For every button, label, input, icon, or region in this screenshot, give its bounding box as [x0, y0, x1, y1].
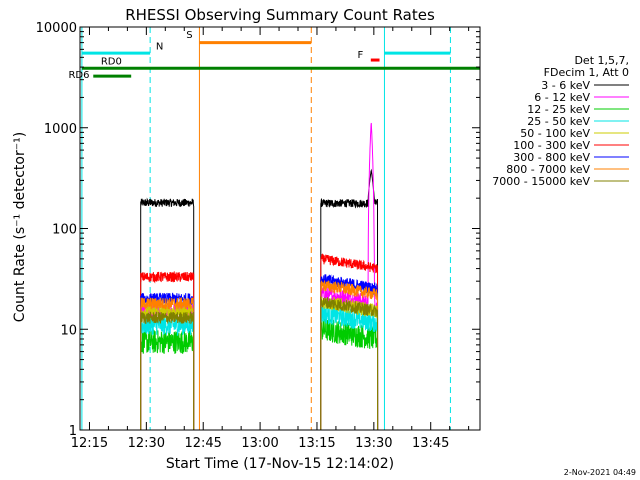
- status-label-f: F: [357, 50, 363, 61]
- legend-label-800-7000-kev: 800 - 7000 keV: [506, 163, 590, 176]
- series-line-800-7000-kev-interval-1: [140, 296, 195, 430]
- legend-label-50-100-kev: 50 - 100 keV: [520, 127, 590, 140]
- y-tick-label-4: 1000: [44, 122, 77, 137]
- status-label-s: S: [186, 30, 192, 41]
- legend-item-800-7000-kev: 800 - 7000 keV: [506, 163, 629, 176]
- legend-header-2: FDecim 1, Att 0: [544, 66, 629, 79]
- legend-item-6-12-kev: 6 - 12 keV: [534, 91, 629, 104]
- legend-item-50-100-kev: 50 - 100 keV: [520, 127, 629, 140]
- legend-label-7000-15000-kev: 7000 - 15000 keV: [492, 175, 590, 188]
- series-line-800-7000-kev-interval-2: [320, 280, 379, 431]
- series-line-25-50-kev-interval-2: [320, 305, 379, 431]
- legend-label-100-300-kev: 100 - 300 keV: [513, 139, 590, 152]
- legend-item-3-6-kev: 3 - 6 keV: [541, 79, 629, 92]
- series-line-100-300-kev-interval-2: [320, 253, 379, 431]
- series-line-100-300-kev-interval-1: [140, 271, 195, 430]
- x-axis-label: Start Time (17-Nov-15 12:14:02): [166, 456, 394, 472]
- x-tick-label-5: 13:15: [298, 436, 335, 451]
- series-3-6-kev: [140, 168, 379, 431]
- x-tick-label-7: 13:45: [412, 436, 449, 451]
- x-tick-label-3: 12:45: [184, 436, 221, 451]
- series-line-25-50-kev-interval-1: [140, 314, 195, 430]
- x-tick-label-6: 13:30: [355, 436, 392, 451]
- legend-label-300-800-kev: 300 - 800 keV: [513, 151, 590, 164]
- footer-date-stamp: 2-Nov-2021 04:49: [564, 468, 636, 477]
- y-tick-label-1: 1: [69, 424, 77, 439]
- legend-item-25-50-kev: 25 - 50 keV: [527, 115, 629, 128]
- y-tick-label-2: 10: [60, 323, 77, 338]
- legend-label-25-50-kev: 25 - 50 keV: [527, 115, 590, 128]
- legend-item-7000-15000-kev: 7000 - 15000 keV: [492, 175, 629, 188]
- status-label-rd0: RD0: [101, 56, 122, 67]
- series-100-300-kev: [140, 253, 379, 431]
- series-line-3-6-kev-interval-1: [140, 197, 195, 430]
- series-line-3-6-kev-interval-2: [320, 168, 379, 431]
- series-25-50-kev: [140, 305, 379, 431]
- status-label-n: N: [156, 41, 163, 52]
- legend-label-3-6-kev: 3 - 6 keV: [541, 79, 590, 92]
- series-7000-15000-kev: [140, 296, 379, 431]
- series-line-7000-15000-kev-interval-2: [320, 296, 379, 431]
- series-12-25-kev: [140, 318, 379, 431]
- legend-header-1: Det 1,5,7,: [574, 54, 629, 67]
- axes: 12:15 12:30 12:45 13:00 13:15 13:30 13:45 1 10 10…: [36, 21, 481, 451]
- legend-label-6-12-kev: 6 - 12 keV: [534, 91, 590, 104]
- legend-item-300-800-kev: 300 - 800 keV: [513, 151, 629, 164]
- series-lines: [140, 122, 379, 431]
- plot-frame: [79, 26, 481, 431]
- series-line-7000-15000-kev-interval-1: [140, 311, 195, 430]
- x-tick-label-1: 12:15: [71, 436, 108, 451]
- series-line-12-25-kev-interval-2: [320, 318, 379, 431]
- vertical-markers: [81, 27, 451, 430]
- legend-item-12-25-kev: 12 - 25 keV: [527, 103, 629, 116]
- x-tick-label-2: 12:30: [128, 436, 165, 451]
- status-bars: N S F RD0 RD6: [68, 30, 480, 81]
- legend-label-12-25-kev: 12 - 25 keV: [527, 103, 590, 116]
- series-line-12-25-kev-interval-1: [140, 329, 195, 430]
- status-label-rd6: RD6: [68, 70, 89, 81]
- chart-title: RHESSI Observing Summary Count Rates: [125, 6, 435, 24]
- y-tick-label-5: 10000: [36, 21, 77, 36]
- y-tick-label-3: 100: [52, 223, 77, 238]
- y-axis-label: Count Rate (s⁻¹ detector⁻¹): [12, 132, 28, 322]
- legend-item-100-300-kev: 100 - 300 keV: [513, 139, 629, 152]
- x-tick-label-4: 13:00: [241, 436, 278, 451]
- series-800-7000-kev: [140, 280, 379, 431]
